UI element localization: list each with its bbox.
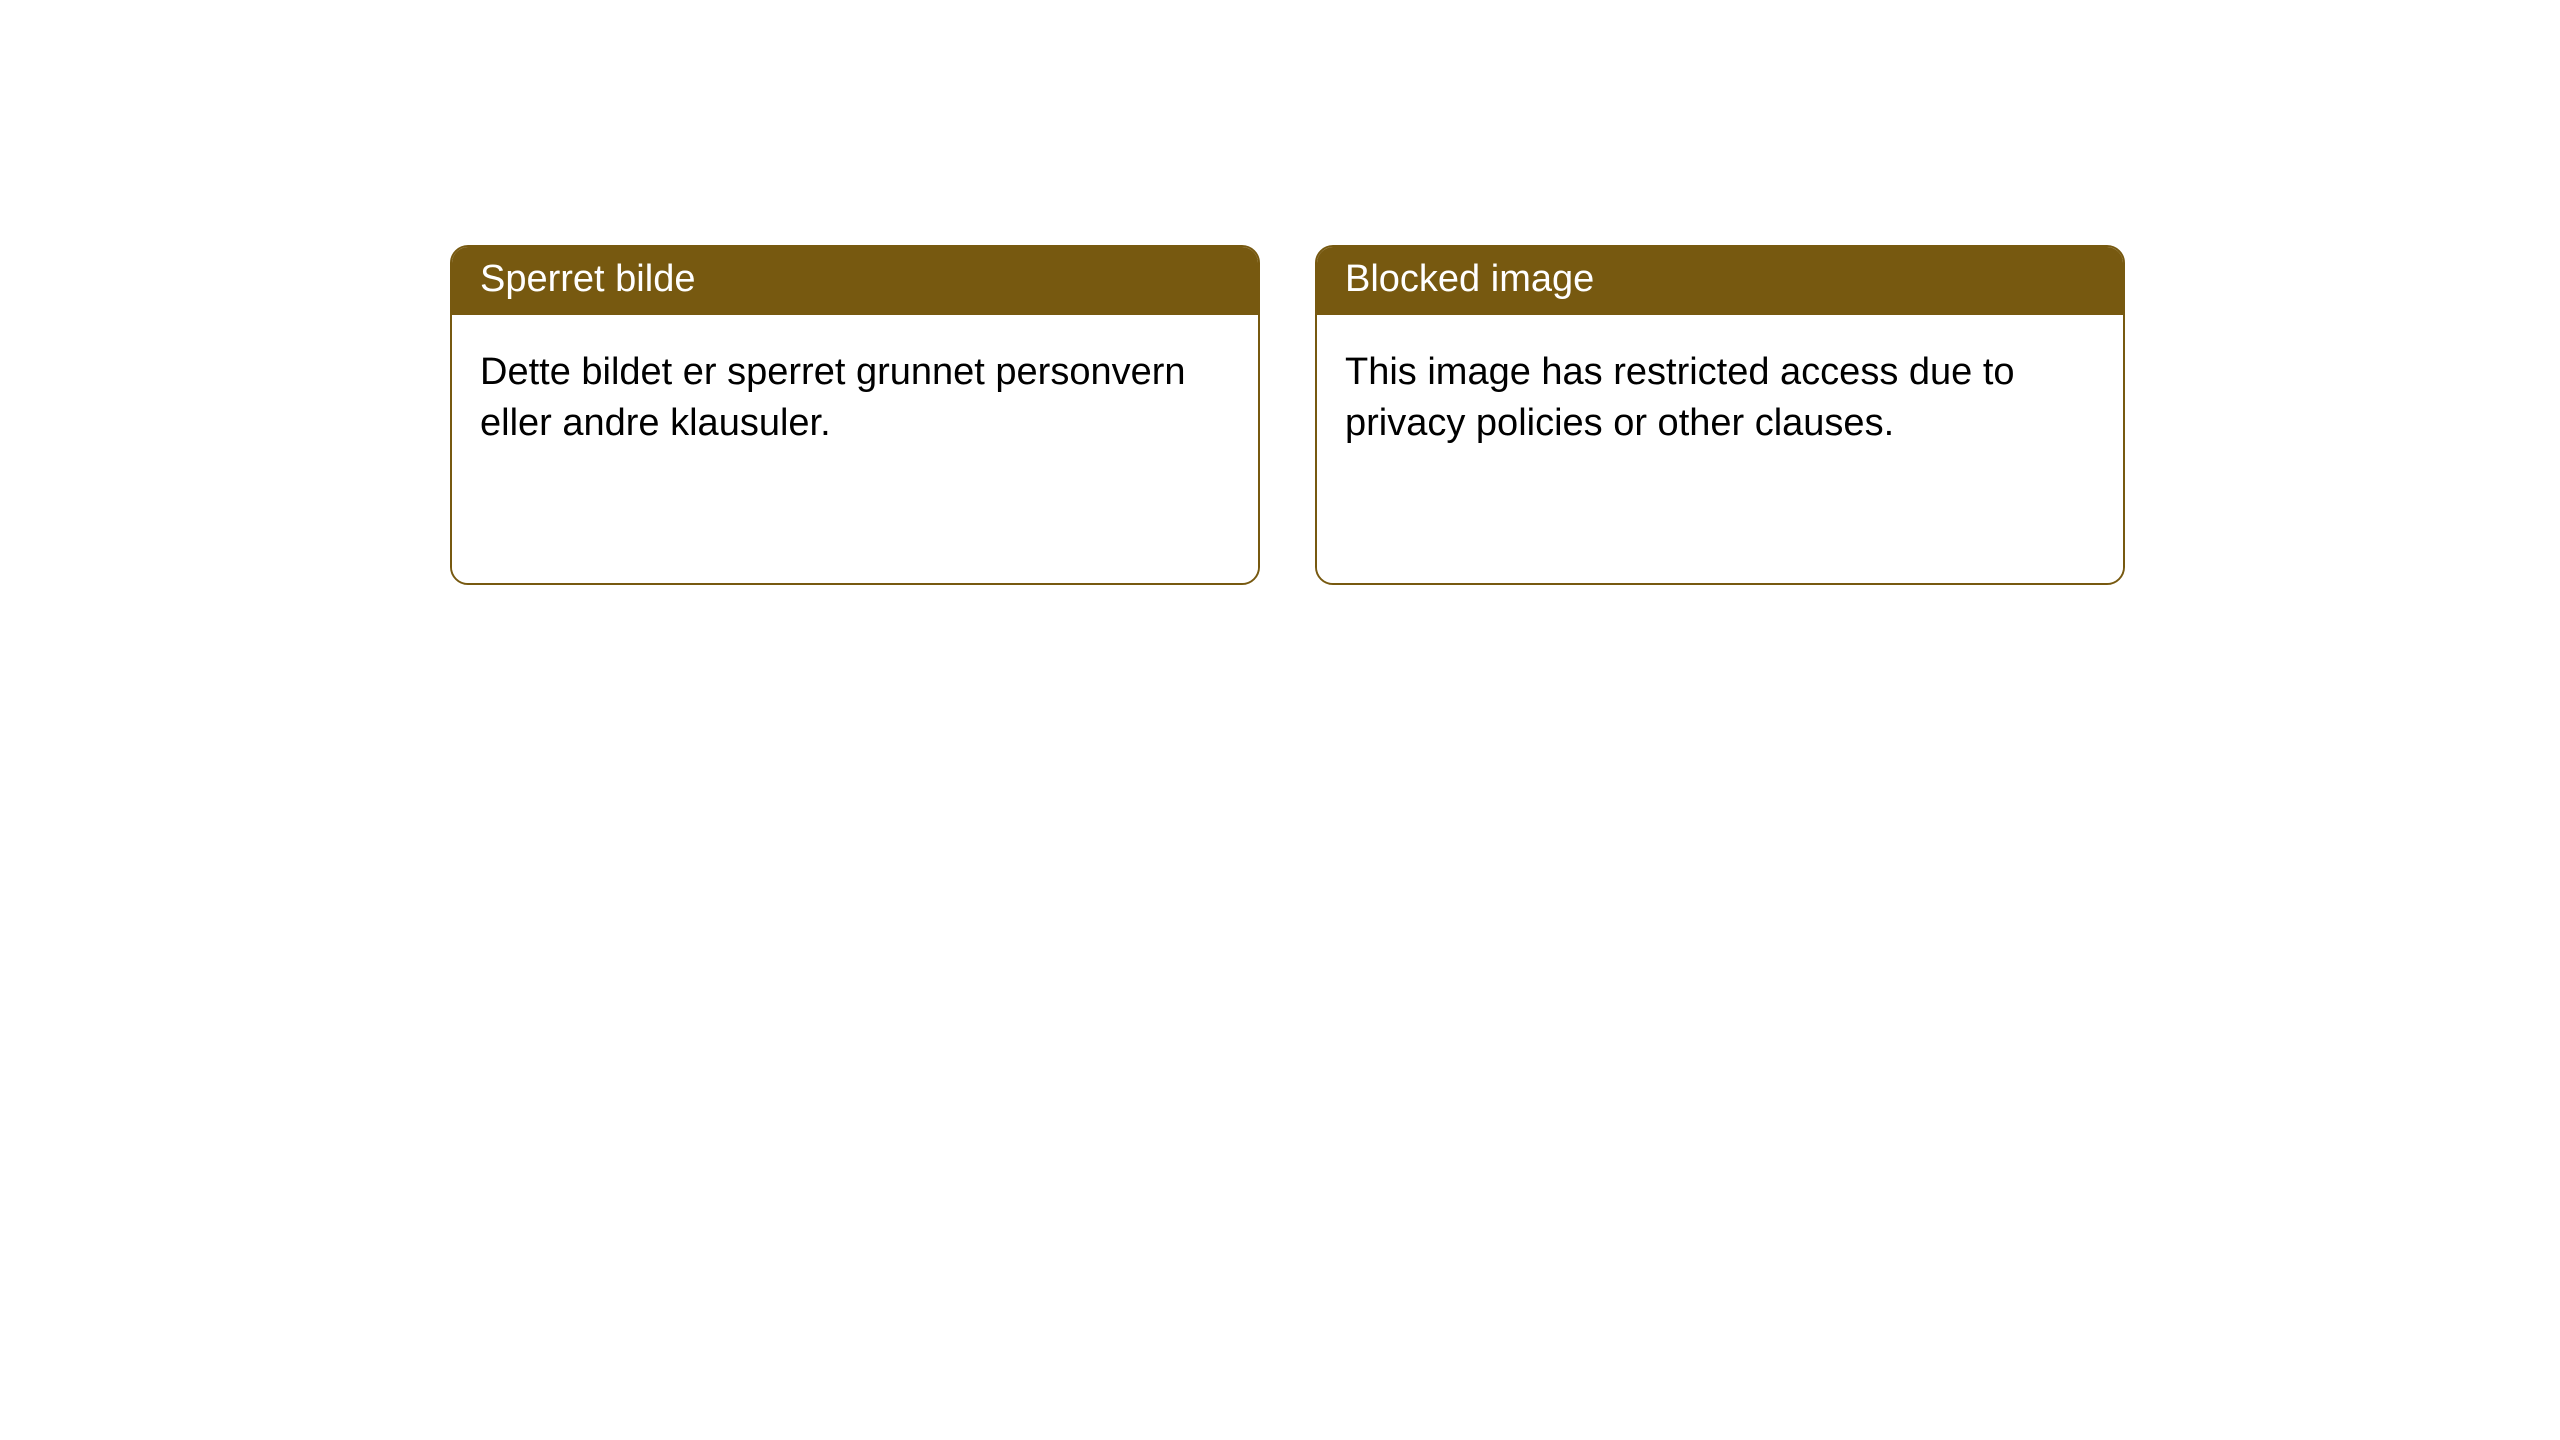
card-header: Sperret bilde	[452, 247, 1258, 315]
card-title: Sperret bilde	[480, 258, 695, 300]
cards-container: Sperret bilde Dette bildet er sperret gr…	[450, 245, 2560, 585]
card-norwegian: Sperret bilde Dette bildet er sperret gr…	[450, 245, 1260, 585]
card-body-text: Dette bildet er sperret grunnet personve…	[480, 347, 1230, 450]
card-body: This image has restricted access due to …	[1317, 315, 2123, 583]
card-body-text: This image has restricted access due to …	[1345, 347, 2095, 450]
card-header: Blocked image	[1317, 247, 2123, 315]
card-body: Dette bildet er sperret grunnet personve…	[452, 315, 1258, 583]
card-english: Blocked image This image has restricted …	[1315, 245, 2125, 585]
card-title: Blocked image	[1345, 258, 1594, 300]
